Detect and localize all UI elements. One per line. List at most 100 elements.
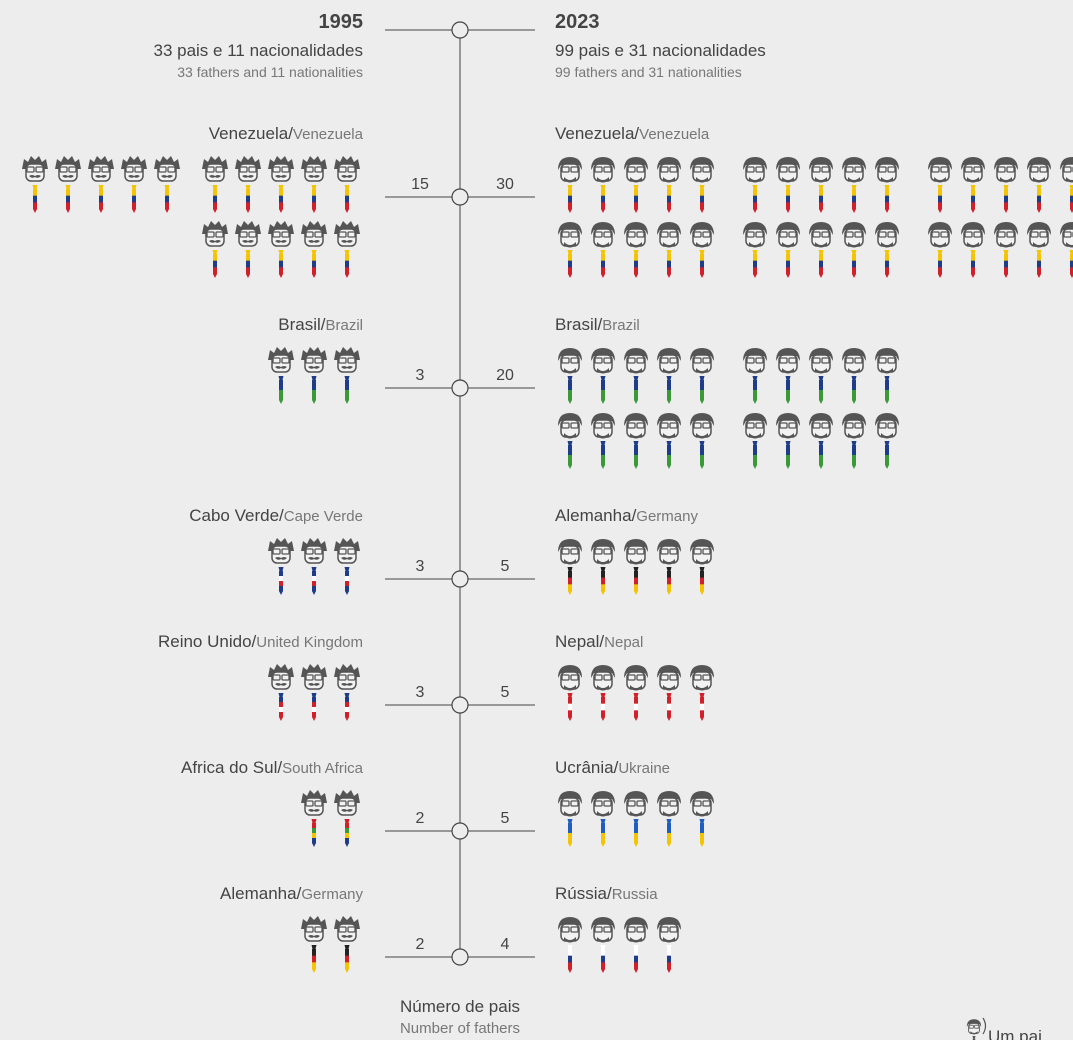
father-icon — [657, 917, 681, 973]
tie-tip — [819, 209, 823, 213]
axis-label: Número de pais — [400, 997, 520, 1016]
tie-tip — [786, 400, 790, 404]
father-icon — [809, 413, 833, 469]
tie-stripe — [634, 380, 638, 391]
glasses — [594, 166, 603, 173]
tie-stripe — [1037, 267, 1041, 275]
tie-tip — [312, 274, 316, 278]
tie-stripe — [634, 703, 638, 711]
mustache — [308, 935, 320, 938]
chin — [663, 811, 675, 817]
father-icon — [776, 157, 800, 213]
glasses — [788, 166, 797, 173]
father-icon — [776, 222, 800, 278]
left-subtitle-en: 33 fathers and 11 nationalities — [177, 64, 363, 80]
tie-stripe — [700, 390, 704, 401]
glasses — [812, 231, 821, 238]
tie-knot — [131, 185, 137, 189]
glasses — [594, 548, 603, 555]
glasses — [561, 800, 570, 807]
glasses — [1030, 166, 1039, 173]
tie-tip — [700, 465, 704, 469]
separator: / — [321, 315, 326, 334]
tie-tip — [667, 843, 671, 847]
tie-stripe — [753, 189, 757, 196]
glasses — [779, 422, 788, 429]
glasses — [594, 422, 603, 429]
tie-stripe — [700, 455, 704, 466]
chin — [663, 937, 675, 943]
tie-tip — [667, 274, 671, 278]
tie-stripe — [819, 202, 823, 210]
tie-stripe — [700, 260, 704, 268]
tie-stripe — [667, 823, 671, 834]
glasses — [755, 231, 764, 238]
glasses — [854, 357, 863, 364]
father-icon — [842, 222, 866, 278]
tie-stripe — [667, 697, 671, 704]
glasses — [845, 422, 854, 429]
tie-stripe — [786, 445, 790, 456]
tie-knot — [245, 185, 251, 189]
axis-node — [451, 188, 469, 206]
tie-knot — [278, 567, 284, 571]
father-icon — [591, 413, 615, 469]
chin — [597, 937, 609, 943]
tie-stripe — [971, 195, 975, 203]
father-icon — [743, 222, 767, 278]
father-icon — [334, 347, 360, 404]
tie-tip — [568, 969, 572, 973]
father-icon — [809, 348, 833, 404]
tie-tip — [819, 274, 823, 278]
chin — [749, 242, 761, 248]
glasses — [561, 231, 570, 238]
tie-stripe — [279, 581, 283, 587]
glasses — [239, 166, 248, 173]
mustache — [275, 366, 287, 369]
tie-stripe — [568, 445, 572, 456]
father-icon — [301, 221, 327, 278]
tie-knot — [666, 693, 672, 697]
country-name: Venezuela — [555, 124, 635, 143]
tie-knot — [567, 250, 573, 254]
father-icon — [690, 222, 714, 278]
tie-stripe — [279, 697, 283, 703]
father-icon — [690, 348, 714, 404]
tie-stripe — [601, 823, 605, 834]
tie-knot — [1036, 250, 1042, 254]
chin — [597, 433, 609, 439]
left-country-label: Cabo Verde/Cape Verde — [189, 506, 363, 525]
tie-stripe — [568, 962, 572, 970]
glasses — [660, 422, 669, 429]
tie-stripe — [753, 195, 757, 203]
father-icon — [875, 222, 899, 278]
father-icon — [558, 157, 582, 213]
tie-stripe — [312, 254, 316, 261]
tie-stripe — [601, 955, 605, 963]
tie-tip — [634, 465, 638, 469]
tie-stripe — [938, 189, 942, 196]
mustache — [128, 175, 140, 178]
glasses — [997, 166, 1006, 173]
tie-stripe — [938, 254, 942, 261]
chin — [967, 242, 979, 248]
right-value: 5 — [501, 810, 510, 827]
glasses — [272, 674, 281, 681]
glasses — [125, 166, 134, 173]
tie-knot — [600, 376, 606, 380]
tie-stripe — [667, 584, 671, 592]
tie-knot — [785, 441, 791, 445]
glasses — [603, 231, 612, 238]
left-value: 3 — [416, 684, 425, 701]
tie-stripe — [312, 380, 316, 391]
chin — [696, 177, 708, 183]
tie-knot — [567, 376, 573, 380]
tie-stripe — [819, 390, 823, 401]
tie-stripe — [345, 823, 349, 829]
chin — [815, 433, 827, 439]
glasses — [1039, 231, 1048, 238]
tie-stripe — [312, 581, 316, 587]
mustache — [308, 366, 320, 369]
tie-stripe — [601, 267, 605, 275]
tie-stripe — [667, 189, 671, 196]
